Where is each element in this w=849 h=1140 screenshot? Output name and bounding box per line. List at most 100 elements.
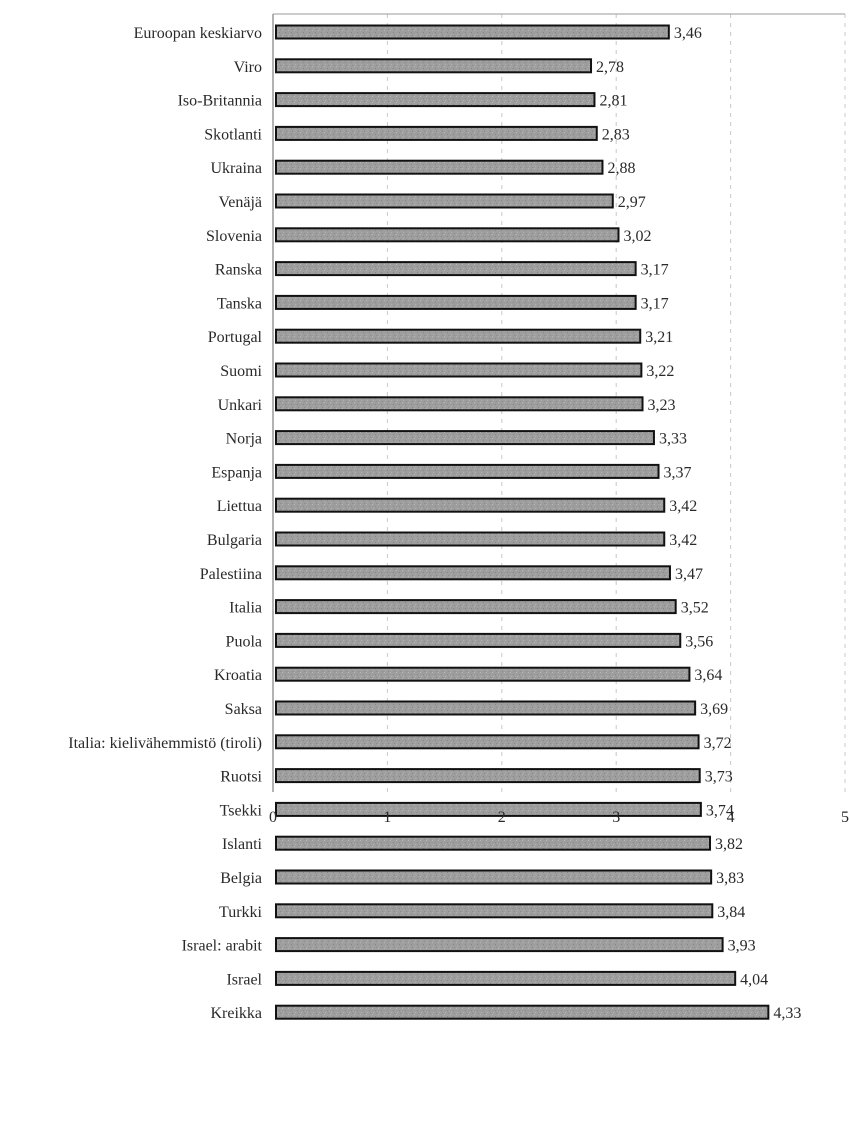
value-label: 3,17	[641, 295, 669, 312]
bar	[275, 159, 604, 175]
value-label: 3,21	[645, 329, 673, 346]
category-label: Islanti	[222, 836, 263, 853]
bar	[275, 734, 700, 750]
value-label: 3,72	[704, 735, 732, 752]
bar	[275, 531, 666, 547]
category-labels: Euroopan keskiarvo Viro Iso-Britannia Skotl…	[68, 25, 262, 1022]
value-label: 3,23	[648, 397, 676, 414]
bar	[275, 430, 655, 446]
bar	[275, 463, 660, 479]
value-label: 2,88	[607, 160, 635, 177]
category-label: Portugal	[208, 329, 263, 346]
value-label: 3,73	[705, 769, 733, 786]
value-label: 3,46	[674, 25, 702, 42]
category-label: Israel	[226, 971, 262, 988]
value-label: 2,97	[618, 194, 646, 211]
bar	[275, 24, 670, 40]
category-label: Tsekki	[220, 802, 263, 819]
bar	[275, 58, 593, 74]
category-label: Viro	[234, 59, 262, 76]
axes	[272, 13, 845, 792]
value-label: 3,74	[706, 802, 734, 819]
value-label: 3,52	[681, 600, 709, 617]
bar	[275, 970, 737, 986]
category-label: Palestiina	[200, 566, 262, 583]
category-label: Kreikka	[210, 1005, 262, 1022]
category-label: Ukraina	[210, 160, 262, 177]
category-label: Belgia	[220, 870, 262, 887]
bar	[275, 599, 677, 615]
value-label: 3,22	[646, 363, 674, 380]
bar	[275, 125, 598, 141]
bar	[275, 835, 712, 851]
category-label: Venäjä	[218, 194, 262, 211]
value-label: 3,93	[728, 938, 756, 955]
value-label: 2,81	[599, 93, 627, 110]
bar	[275, 903, 714, 919]
bar	[275, 1004, 770, 1020]
value-label: 3,47	[675, 566, 703, 583]
category-label: Ranska	[215, 262, 262, 279]
bar	[275, 328, 642, 344]
value-label: 2,78	[596, 59, 624, 76]
x-tick-label: 4	[727, 809, 735, 826]
category-label: Kroatia	[214, 667, 262, 684]
bar	[275, 497, 666, 513]
x-tick-label: 1	[383, 809, 391, 826]
value-label: 3,56	[685, 633, 713, 650]
value-label: 3,69	[700, 701, 728, 718]
category-label: Israel: arabit	[182, 938, 263, 955]
category-label: Italia	[229, 600, 262, 617]
category-label: Bulgaria	[207, 532, 262, 549]
value-label: 3,82	[715, 836, 743, 853]
category-label: Skotlanti	[204, 126, 262, 143]
category-label: Unkari	[218, 397, 263, 414]
value-label: 3,42	[669, 532, 697, 549]
x-tick-labels: 0 1 2 3 4 5	[269, 809, 849, 826]
bar	[275, 632, 682, 648]
value-label: 3,33	[659, 431, 687, 448]
category-label: Espanja	[211, 464, 262, 481]
bar	[275, 362, 643, 378]
category-label: Puola	[226, 633, 262, 650]
x-tick-label: 0	[269, 809, 277, 826]
category-label: Turkki	[219, 904, 263, 921]
x-tick-label: 5	[841, 809, 849, 826]
category-label: Ruotsi	[220, 769, 262, 786]
bar	[275, 700, 697, 716]
bar	[275, 193, 614, 209]
value-label: 3,17	[641, 262, 669, 279]
value-label: 4,33	[773, 1005, 801, 1022]
bar	[275, 227, 620, 243]
category-label: Norja	[226, 431, 262, 448]
category-label: Liettua	[217, 498, 262, 515]
category-label: Euroopan keskiarvo	[134, 25, 262, 42]
category-label: Suomi	[220, 363, 262, 380]
bar	[275, 768, 701, 784]
category-label: Iso-Britannia	[178, 93, 262, 110]
value-label: 3,42	[669, 498, 697, 515]
bar	[275, 396, 644, 412]
x-tick-label: 3	[612, 809, 620, 826]
value-label: 4,04	[740, 971, 768, 988]
value-label: 2,83	[602, 126, 630, 143]
value-label: 3,84	[717, 904, 745, 921]
category-label: Slovenia	[206, 228, 262, 245]
bar	[275, 801, 702, 817]
value-labels: 3,46 2,78 2,81 2,83 2,88 2,97 3,02 3,17 3,17 3,21…	[596, 25, 801, 1022]
category-label: Italia: kielivähemmistö (tiroli)	[68, 735, 262, 752]
value-label: 3,83	[716, 870, 744, 887]
bar	[275, 294, 637, 310]
bar	[275, 666, 691, 682]
category-label: Saksa	[225, 701, 262, 718]
value-label: 3,02	[623, 228, 651, 245]
bar	[275, 565, 671, 581]
x-tick-label: 2	[498, 809, 506, 826]
value-label: 3,64	[694, 667, 722, 684]
value-label: 3,37	[664, 464, 692, 481]
bar	[275, 92, 596, 108]
category-label: Tanska	[217, 295, 262, 312]
bar	[275, 869, 713, 885]
